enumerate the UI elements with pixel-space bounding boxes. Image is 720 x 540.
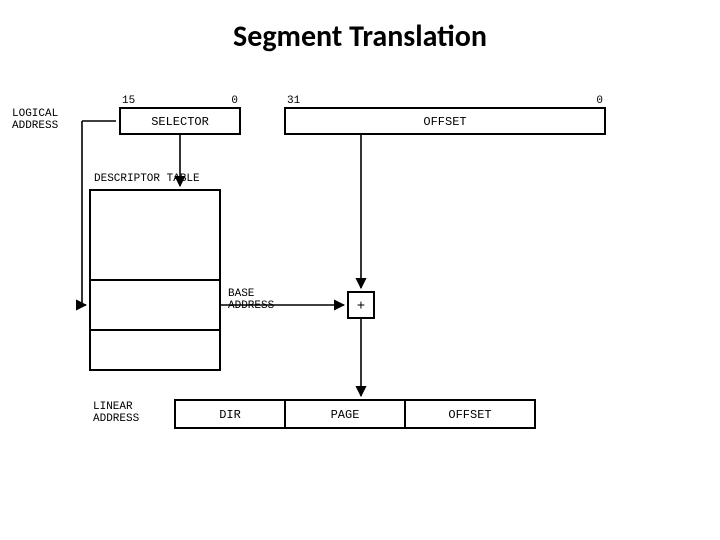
segment-translation-diagram: SELECTOR 15 0 OFFSET 31 0 + DIR PAGE OFFSET — [30, 80, 690, 500]
selector-bit-lo: 0 — [231, 95, 238, 107]
linear-cell-dir: DIR — [219, 408, 241, 422]
adder-label: + — [357, 299, 365, 315]
offset-bit-lo: 0 — [596, 95, 603, 107]
selector-bit-hi: 15 — [122, 95, 135, 107]
selector-label: SELECTOR — [151, 115, 209, 129]
offset-label: OFFSET — [423, 115, 466, 129]
linear-cell-offset: OFFSET — [448, 408, 491, 422]
offset-bit-hi: 31 — [287, 95, 301, 107]
page-title: Segment Translation — [0, 18, 720, 55]
linear-cell-page: PAGE — [331, 408, 360, 422]
